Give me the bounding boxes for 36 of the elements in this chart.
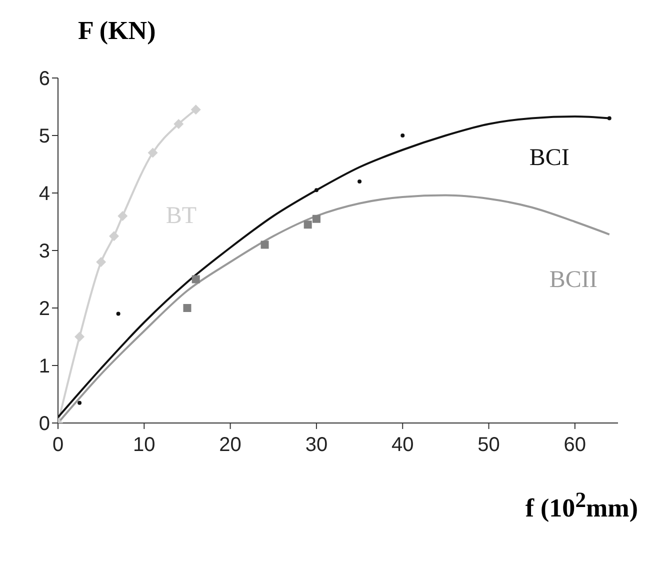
point [109, 231, 119, 242]
point [78, 400, 82, 405]
point [260, 240, 269, 249]
point [358, 180, 362, 184]
x-tick-label: 50 [478, 434, 500, 456]
point [74, 332, 85, 342]
point [116, 312, 120, 316]
y-tick-label: 2 [38, 298, 50, 320]
x-tick-label: 40 [391, 434, 414, 456]
point [312, 214, 320, 223]
x-tick-label: 30 [305, 434, 328, 456]
point [192, 275, 200, 284]
point [174, 119, 184, 129]
series-label: BCI [529, 144, 570, 172]
y-tick-label: 6 [38, 68, 50, 90]
y-tick-label: 5 [38, 126, 50, 148]
y-axis-title: F (KN) [78, 16, 156, 45]
point [607, 116, 612, 120]
point [96, 257, 106, 267]
y-tick-label: 0 [38, 413, 50, 436]
x-tick-label: 10 [133, 434, 156, 456]
point [190, 104, 201, 115]
line-series [58, 194, 610, 423]
point [314, 188, 318, 192]
x-tick-label: 60 [564, 434, 586, 456]
point [183, 304, 192, 312]
y-tick-label: 4 [38, 183, 50, 206]
point [400, 134, 405, 138]
series-label: BCII [549, 266, 598, 294]
x-tick-label: 20 [219, 434, 242, 456]
y-tick-label: 1 [38, 356, 50, 378]
point [118, 211, 128, 221]
point [148, 148, 158, 158]
x-axis-title: f (10$^{2}$mm) [525, 488, 638, 523]
y-tick-label: 3 [38, 240, 50, 263]
point [304, 220, 312, 229]
